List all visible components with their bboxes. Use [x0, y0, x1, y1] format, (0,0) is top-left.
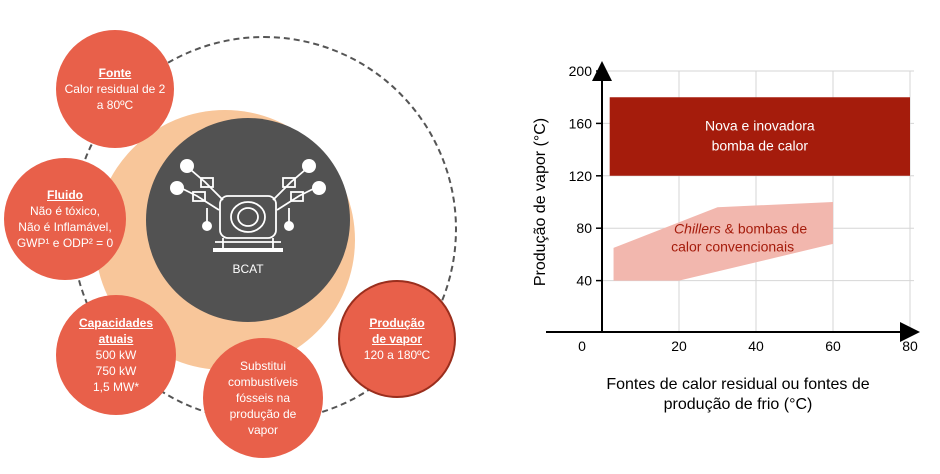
bubble-capacidades: Capacidades atuais 500 kW 750 kW 1,5 MW* — [56, 295, 176, 415]
region-label-nova-bomba: Nova e inovadora — [705, 118, 815, 134]
capacidades-title: Capacidades — [78, 316, 154, 330]
region-label-nova-bomba: bomba de calor — [712, 138, 809, 154]
substitui-line: vapor — [247, 423, 279, 437]
temperature-chart: Nova e inovadora bomba de calor Chillers &… — [500, 0, 940, 469]
fonte-title: Fonte — [98, 66, 132, 80]
x-tick-label: 20 — [671, 338, 687, 354]
bubble-producao: Produção de vapor 120 a 180ºC — [338, 280, 456, 398]
x-axis-label: produção de frio (°C) — [664, 396, 813, 413]
region-label-chillers: Chillers & bombas de — [674, 220, 807, 236]
fonte-line: a 80ºC — [96, 98, 134, 112]
bubble-fonte: Fonte Calor residual de 2 a 80ºC — [56, 30, 174, 148]
bcat-label: BCAT — [232, 262, 264, 276]
heat-pump-machine-icon — [170, 159, 326, 252]
x-tick-label: 60 — [825, 338, 841, 354]
producao-title: de vapor — [371, 332, 422, 346]
capacidades-line: 750 kW — [95, 364, 137, 378]
y-tick-label: 160 — [569, 115, 593, 131]
fluido-line: Não é tóxico, — [29, 204, 101, 218]
y-tick-label: 40 — [576, 273, 592, 289]
fluido-title: Fluido — [47, 188, 83, 202]
producao-line: 120 a 180ºC — [363, 348, 431, 362]
substitui-line: produção de — [229, 407, 297, 421]
region-nova-bomba — [609, 97, 910, 176]
x-tick-label: 0 — [578, 338, 586, 354]
substitui-line: combustíveis — [227, 375, 299, 389]
substitui-line: fósseis na — [235, 391, 291, 405]
chart-svg: Nova e inovadora bomba de calor Chillers &… — [532, 61, 920, 413]
capacidades-line: 500 kW — [95, 348, 137, 362]
producao-title: Produção — [369, 316, 425, 330]
y-tick-label: 120 — [569, 168, 593, 184]
bcat-core-circle — [146, 118, 350, 322]
bubble-fluido: Fluido Não é tóxico, Não é Inflamável, G… — [4, 158, 126, 280]
fluido-line: Não é Inflamável, — [18, 220, 112, 234]
substitui-line: Substitui — [239, 359, 287, 373]
y-axis-label: Produção de vapor (°C) — [532, 118, 549, 286]
fonte-line: Calor residual de 2 — [64, 82, 166, 96]
fluido-line: GWP¹ e ODP² = 0 — [16, 236, 114, 250]
capacidades-title: atuais — [98, 332, 134, 346]
bubble-substitui: Substitui combustíveis fósseis na produç… — [203, 338, 323, 458]
region-chillers — [613, 202, 833, 281]
x-axis-label: Fontes de calor residual ou fontes de — [606, 376, 869, 393]
region-label-chillers: calor convencionais — [671, 238, 794, 254]
y-tick-label: 200 — [569, 63, 593, 79]
heat-pump-diagram: BCAT Fonte Calor residual de 2 a 80ºC Fl… — [0, 0, 470, 469]
x-tick-label: 40 — [748, 338, 764, 354]
capacidades-line: 1,5 MW* — [92, 380, 139, 394]
y-tick-label: 80 — [576, 220, 592, 236]
x-tick-label: 80 — [902, 338, 918, 354]
